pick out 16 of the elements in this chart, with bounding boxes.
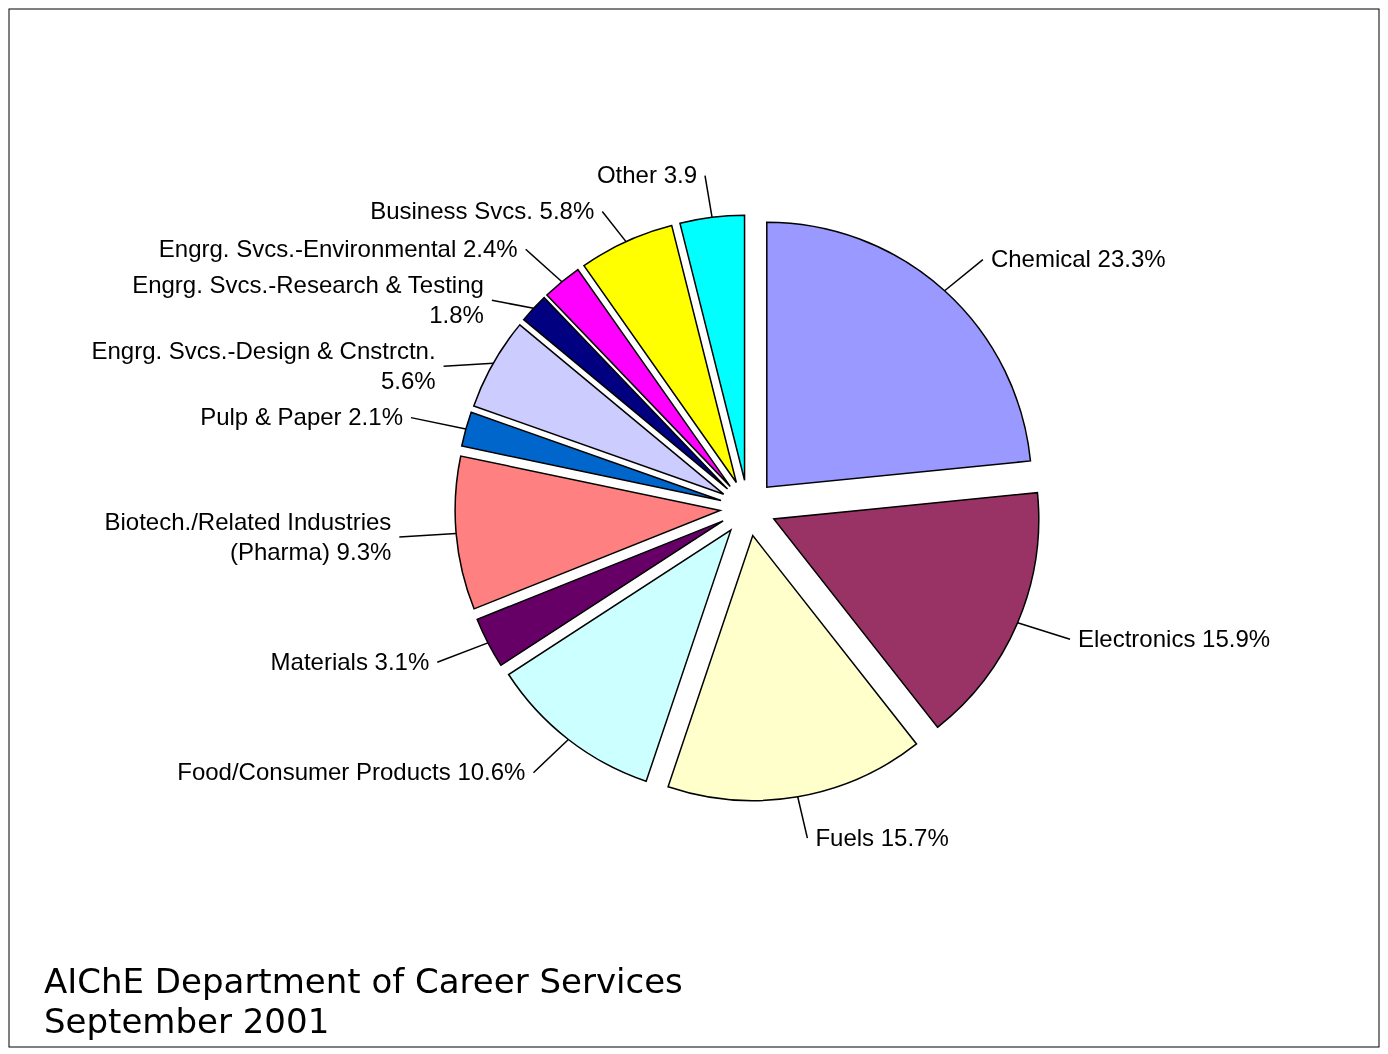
data-label: 5.6%: [380, 366, 436, 394]
data-label: 1.8%: [429, 300, 484, 328]
slice-label: Business Svcs. 5.8%: [370, 197, 595, 225]
slice-label: Food/Consumer Products 10.6%: [177, 758, 526, 786]
slice-label: Other 3.9: [596, 161, 698, 189]
text: September 2001: [44, 1001, 330, 1041]
slice-label: Engrg. Svcs.-Research & Testing: [132, 270, 484, 298]
slice-label: Biotech./Related Industries (Pharma) 9.3%: [104, 507, 392, 565]
slice-label: Engrg. Svcs.-Design & Cnstrctn.: [91, 336, 436, 364]
slice-label: Pulp & Paper 2.1%: [200, 403, 403, 431]
slice-label: Chemical 23.3%: [990, 245, 1166, 273]
slice-label: Engrg. Svcs.-Environmental 2.4%: [158, 234, 518, 262]
slice-label: Fuels 15.7%: [815, 823, 949, 851]
slice-label: Materials 3.1%: [270, 647, 430, 675]
text: AIChE Department of Career Services: [44, 961, 683, 1001]
slice-label: Electronics 15.9%: [1078, 624, 1271, 652]
